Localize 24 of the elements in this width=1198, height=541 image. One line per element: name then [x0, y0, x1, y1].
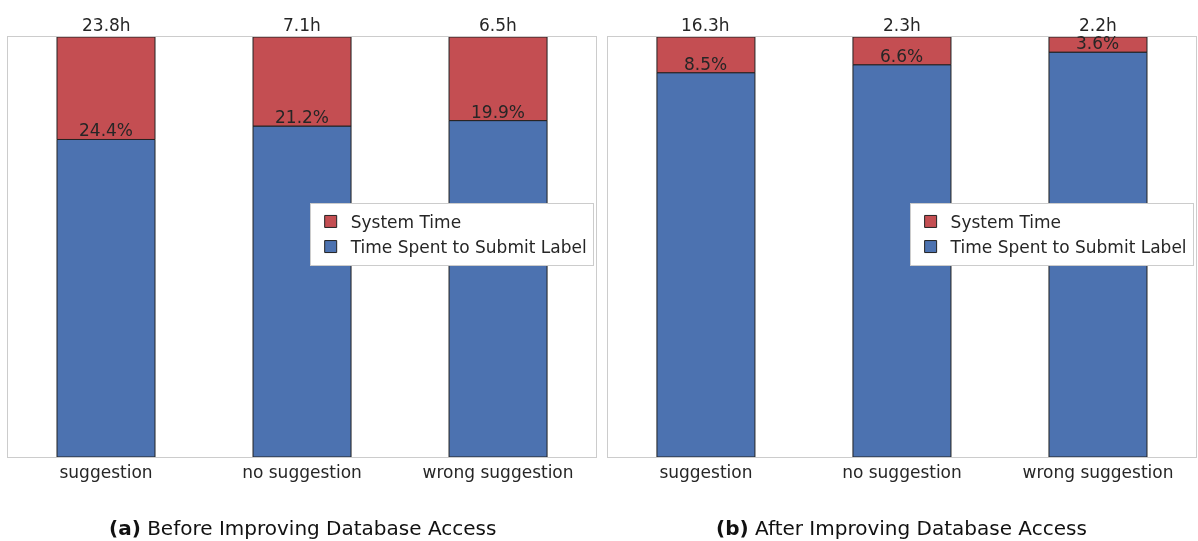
x-tick-label: suggestion	[59, 462, 153, 483]
data-label: 3.6%	[1076, 33, 1120, 53]
annotation: 2.2h	[1079, 15, 1117, 35]
legend-label: System Time	[350, 212, 462, 233]
x-tick-label: no suggestion	[242, 462, 362, 483]
x-tick-label: wrong suggestion	[1022, 462, 1174, 483]
annotation: 16.3h	[681, 15, 730, 35]
text: (b) After Improving Database Access	[716, 516, 1087, 540]
text: (a) Before Improving Database Access	[109, 516, 497, 540]
data-label: 21.2%	[275, 107, 330, 127]
annotation: 7.1h	[283, 15, 321, 35]
legend-label: Time Spent to Submit Label	[349, 237, 587, 258]
data-label: 19.9%	[471, 102, 526, 122]
annotation: 2.3h	[883, 15, 921, 35]
annotation: 6.5h	[479, 15, 517, 35]
x-tick-label: suggestion	[659, 462, 753, 483]
legend-label: System Time	[950, 212, 1062, 233]
annotation: 23.8h	[82, 15, 131, 35]
legend-label: Time Spent to Submit Label	[949, 237, 1187, 258]
data-label: 8.5%	[684, 54, 728, 74]
data-label: 6.6%	[880, 46, 924, 66]
data-label: 24.4%	[79, 120, 134, 140]
x-tick-label: wrong suggestion	[422, 462, 574, 483]
x-tick-label: no suggestion	[842, 462, 962, 483]
